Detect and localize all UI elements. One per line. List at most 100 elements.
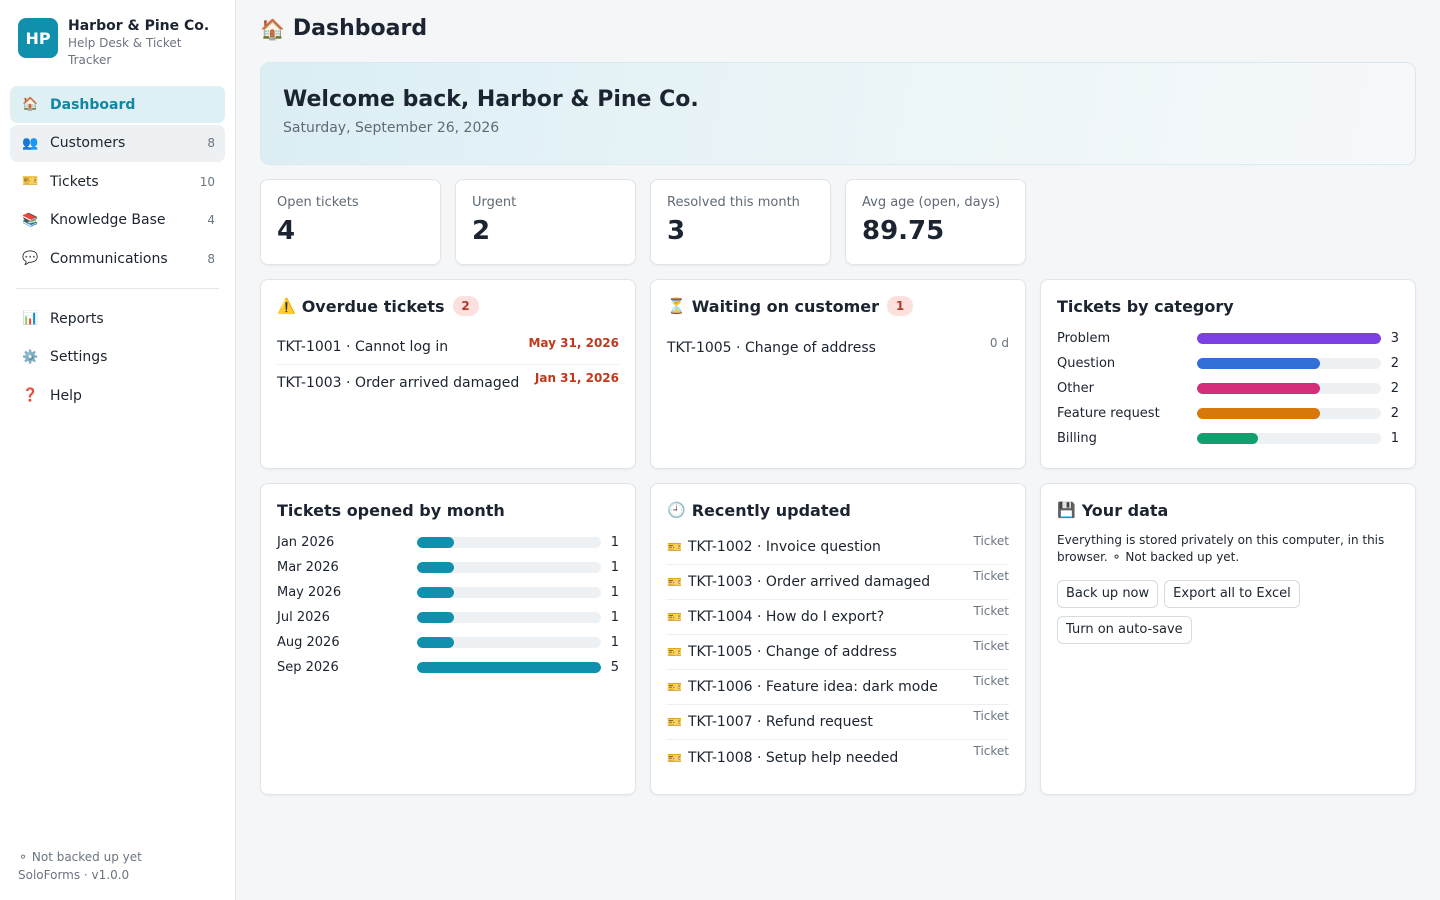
bar bbox=[417, 587, 454, 598]
stat-open-tickets: Open tickets 4 bbox=[260, 179, 441, 265]
bar-row: Sep 2026 5 bbox=[277, 655, 619, 680]
bar-value: 1 bbox=[610, 610, 619, 625]
page-title-text: Dashboard bbox=[292, 16, 428, 41]
bar-row: Billing 1 bbox=[1057, 426, 1399, 451]
welcome-banner: Welcome back, Harbor & Pine Co. Saturday… bbox=[260, 62, 1416, 165]
stat-value: 89.75 bbox=[862, 216, 945, 246]
bar-track bbox=[1197, 408, 1381, 419]
sidebar-item-label: Knowledge Base bbox=[50, 212, 166, 228]
brand-name: Harbor & Pine Co. bbox=[68, 18, 210, 34]
chart-icon: 📊 bbox=[22, 311, 39, 326]
bar-value: 1 bbox=[610, 560, 619, 575]
sidebar-item-label: Help bbox=[50, 387, 82, 404]
stat-label: Avg age (open, days) bbox=[862, 195, 1001, 210]
tickets-by-category-panel: Tickets by category Problem 3 Question 2 Oth… bbox=[1040, 279, 1416, 469]
bar-track bbox=[417, 562, 601, 573]
bar-value: 2 bbox=[1390, 356, 1399, 371]
overdue-row[interactable]: TKT-1001 · Cannot log in May 31, 2026 bbox=[277, 330, 619, 365]
stat-label: Resolved this month bbox=[667, 195, 800, 210]
record-type: Ticket bbox=[973, 709, 1009, 723]
recent-row[interactable]: 🎫 TKT-1006 · Feature idea: dark mode Ticke… bbox=[667, 670, 1009, 705]
panel-title: Tickets by category bbox=[1057, 296, 1234, 316]
recent-ticket: 🎫 TKT-1004 · How do I export? bbox=[667, 609, 884, 625]
ticket-title: TKT-1006 · Feature idea: dark mode bbox=[687, 679, 938, 695]
bar-row: Mar 2026 1 bbox=[277, 555, 619, 580]
record-type: Ticket bbox=[973, 639, 1009, 653]
bar bbox=[1197, 383, 1320, 394]
sidebar-item-label: Tickets bbox=[50, 173, 99, 190]
recent-row[interactable]: 🎫 TKT-1004 · How do I export? Ticket bbox=[667, 600, 1009, 635]
overdue-row[interactable]: TKT-1003 · Order arrived damaged Jan 31,… bbox=[277, 365, 619, 400]
sidebar-item-dashboard[interactable]: 🏠 Dashboard bbox=[10, 86, 225, 123]
bar-row: Aug 2026 1 bbox=[277, 630, 619, 655]
recent-row[interactable]: 🎫 TKT-1005 · Change of address Ticket bbox=[667, 635, 1009, 670]
brand-logo: HP bbox=[18, 18, 58, 58]
sidebar-item-customers[interactable]: 👥 Customers 8 bbox=[10, 124, 225, 162]
recent-ticket: 🎫 TKT-1002 · Invoice question bbox=[667, 539, 881, 555]
bar bbox=[1197, 433, 1259, 444]
brand[interactable]: HP Harbor & Pine Co. Help Desk & Ticket … bbox=[18, 18, 218, 69]
clock-icon: 🕘 bbox=[667, 501, 686, 519]
panel-title: Tickets opened by month bbox=[277, 500, 505, 520]
due-date: May 31, 2026 bbox=[528, 336, 619, 350]
stat-value: 4 bbox=[277, 216, 296, 246]
waiting-on-customer-panel: ⏳ Waiting on customer 1 TKT-1005 · Chang… bbox=[650, 279, 1026, 469]
bar-value: 2 bbox=[1390, 381, 1399, 396]
recent-row[interactable]: 🎫 TKT-1007 · Refund request Ticket bbox=[667, 705, 1009, 740]
backup-status: ⚬ Not backed up yet bbox=[18, 850, 142, 864]
ticket-icon: 🎫 bbox=[667, 540, 682, 554]
bar-track bbox=[417, 537, 601, 548]
panel-title-text: Waiting on customer bbox=[691, 296, 879, 316]
ticket-icon: 🎫 bbox=[667, 575, 682, 589]
bar bbox=[417, 662, 601, 673]
record-type: Ticket bbox=[973, 744, 1009, 758]
chat-icon: 💬 bbox=[22, 251, 39, 266]
hourglass-icon: ⏳ bbox=[667, 297, 686, 315]
ticket-title: TKT-1001 · Cannot log in bbox=[277, 339, 449, 355]
recent-row[interactable]: 🎫 TKT-1002 · Invoice question Ticket bbox=[667, 530, 1009, 565]
bar bbox=[417, 637, 454, 648]
welcome-date: Saturday, September 26, 2026 bbox=[283, 120, 500, 136]
bar-row: May 2026 1 bbox=[277, 580, 619, 605]
sidebar-item-knowledge-base[interactable]: 📚 Knowledge Base 4 bbox=[10, 202, 225, 239]
waiting-age: 0 d bbox=[989, 336, 1009, 350]
bar-value: 5 bbox=[610, 660, 619, 675]
waiting-row[interactable]: TKT-1005 · Change of address 0 d bbox=[667, 330, 1009, 365]
sidebar-item-count: 8 bbox=[207, 136, 215, 150]
recent-ticket: 🎫 TKT-1007 · Refund request bbox=[667, 714, 873, 730]
bar-row: Other 2 bbox=[1057, 376, 1399, 401]
sidebar-item-settings[interactable]: ⚙️ Settings bbox=[10, 339, 225, 376]
panel-title-text: Overdue tickets bbox=[301, 296, 445, 316]
bar-row: Jul 2026 1 bbox=[277, 605, 619, 630]
bar-label: Other bbox=[1057, 381, 1094, 396]
sidebar-item-communications[interactable]: 💬 Communications 8 bbox=[10, 240, 225, 277]
export-excel-button[interactable]: Export all to Excel bbox=[1164, 580, 1300, 608]
ticket-title: TKT-1002 · Invoice question bbox=[687, 539, 881, 555]
welcome-title: Welcome back, Harbor & Pine Co. bbox=[283, 87, 699, 112]
count-badge: 2 bbox=[452, 296, 479, 316]
ticket-icon: 🎫 bbox=[667, 715, 682, 729]
your-data-panel: 💾 Your data Everything is stored private… bbox=[1040, 483, 1416, 795]
recent-row[interactable]: 🎫 TKT-1003 · Order arrived damaged Ticket bbox=[667, 565, 1009, 600]
bar-label: Jul 2026 bbox=[277, 610, 330, 625]
recent-row[interactable]: 🎫 TKT-1008 · Setup help needed Ticket bbox=[667, 740, 1009, 775]
ticket-title: TKT-1008 · Setup help needed bbox=[687, 749, 899, 766]
sidebar-divider bbox=[16, 288, 219, 289]
bar-track bbox=[417, 662, 601, 673]
back-up-now-button[interactable]: Back up now bbox=[1057, 580, 1159, 608]
bar-row: Feature request 2 bbox=[1057, 401, 1399, 426]
auto-save-button[interactable]: Turn on auto-save bbox=[1057, 616, 1192, 644]
overdue-tickets-panel: ⚠️ Overdue tickets 2 TKT-1001 · Cannot l… bbox=[260, 279, 636, 469]
bar-value: 2 bbox=[1390, 406, 1399, 421]
bar-track bbox=[417, 637, 601, 648]
bar-track bbox=[1197, 358, 1381, 369]
sidebar-item-tickets[interactable]: 🎫 Tickets 10 bbox=[10, 163, 225, 200]
bar-label: Feature request bbox=[1057, 406, 1160, 421]
sidebar-item-help[interactable]: ❓ Help bbox=[10, 377, 225, 414]
bar-label: Question bbox=[1057, 356, 1116, 371]
ticket-title: TKT-1003 · Order arrived damaged bbox=[687, 574, 931, 590]
bar-track bbox=[1197, 333, 1381, 344]
bar-label: Mar 2026 bbox=[277, 560, 339, 575]
sidebar-item-reports[interactable]: 📊 Reports bbox=[10, 300, 225, 337]
recently-updated-panel: 🕘 Recently updated 🎫 TKT-1002 · Invoice q… bbox=[650, 483, 1026, 795]
